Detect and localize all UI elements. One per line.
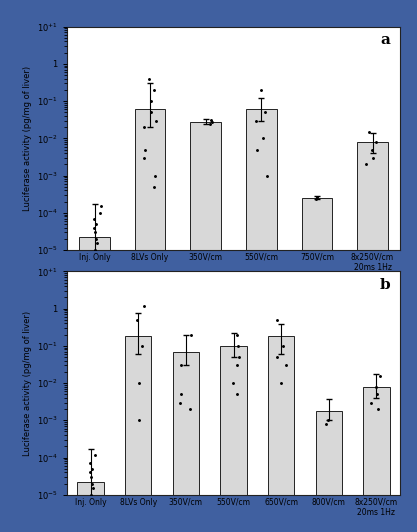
Y-axis label: Luciferase activity (pg/mg of liver): Luciferase activity (pg/mg of liver) <box>23 66 33 211</box>
Bar <box>221 346 246 532</box>
Bar <box>357 142 388 532</box>
Bar <box>173 352 199 532</box>
Bar <box>79 237 110 532</box>
Bar <box>191 122 221 532</box>
Y-axis label: Luciferase activity (pg/mg of liver): Luciferase activity (pg/mg of liver) <box>23 311 33 455</box>
Text: b: b <box>380 278 390 292</box>
Bar <box>301 198 332 532</box>
Bar <box>316 411 342 532</box>
Bar <box>363 387 389 532</box>
Bar <box>246 110 276 532</box>
Bar <box>78 482 104 532</box>
Text: a: a <box>380 34 390 47</box>
Bar <box>268 336 294 532</box>
Bar <box>125 336 151 532</box>
Text: 1HV, 1s lag, 8LVs 80V/cm: 1HV, 1s lag, 8LVs 80V/cm <box>213 304 310 313</box>
Bar <box>135 110 166 532</box>
